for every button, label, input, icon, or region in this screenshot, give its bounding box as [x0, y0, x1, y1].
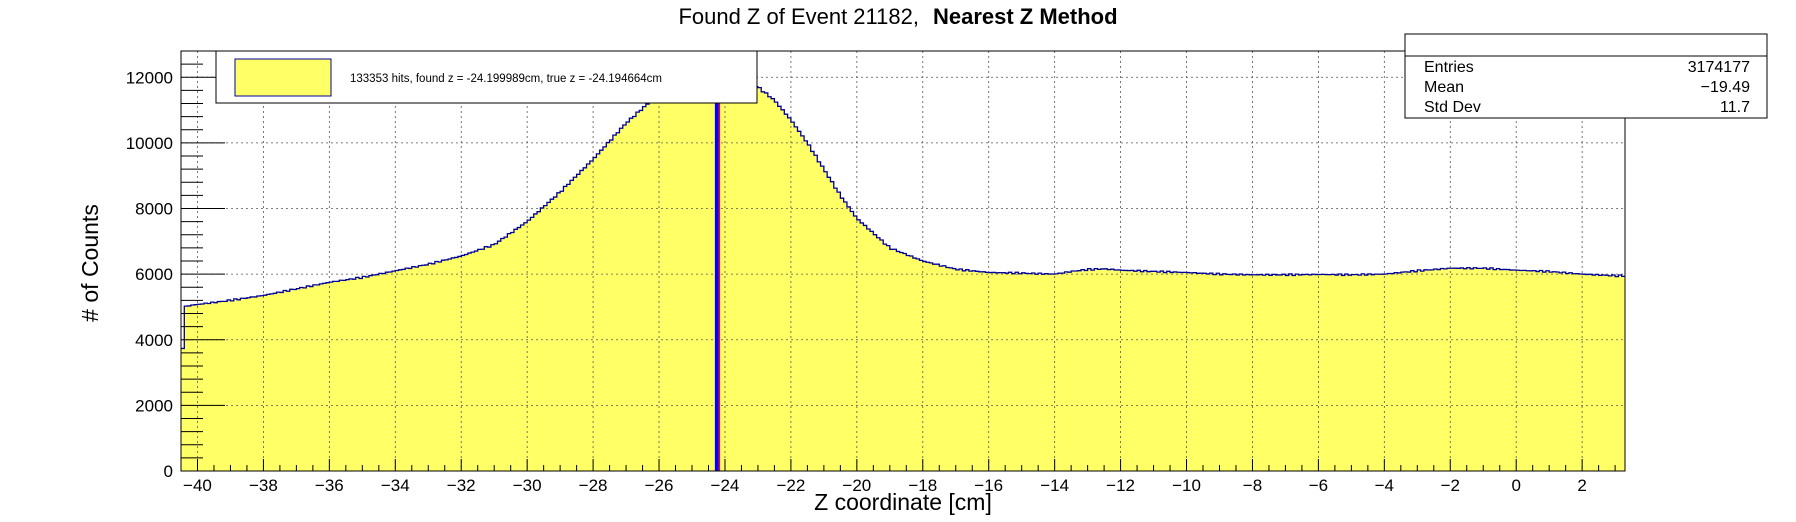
x-tick-label: −22: [776, 476, 805, 495]
stats-stddev-label: Std Dev: [1424, 99, 1481, 116]
histogram-outline: [181, 68, 1625, 350]
y-axis-title: # of Counts: [77, 204, 103, 322]
plot-area: [180, 50, 1626, 472]
y-tick-label: 10000: [126, 134, 173, 153]
x-tick-label: 2: [1577, 476, 1586, 495]
x-tick-label: −12: [1106, 476, 1135, 495]
z-lines: [714, 77, 721, 471]
y-axis: 0 2000 4000 6000 8000 10000 12000: [126, 50, 225, 481]
legend-label: 133353 hits, found z = -24.199989cm, tru…: [350, 73, 662, 85]
x-tick-label: −20: [842, 476, 871, 495]
chart-title: Found Z of Event 21182, Nearest Z Method: [678, 4, 1117, 29]
y-tick-label: 4000: [135, 331, 173, 350]
title-normal-part: Found Z of Event 21182,: [678, 4, 919, 29]
x-tick-label: −36: [315, 476, 344, 495]
x-tick-label: −30: [513, 476, 542, 495]
stats-box: Entries 3174177 Mean −19.49 Std Dev 11.7: [1404, 33, 1768, 119]
x-axis: −40 −38 −36 −34 −32 −30 −28 −26 −24 −22 −20 −18 −16−…: [180, 459, 1616, 495]
x-tick-label: −26: [645, 476, 674, 495]
legend-box: 133353 hits, found z = -24.199989cm, tru…: [215, 50, 758, 104]
y-tick-label: 8000: [135, 200, 173, 219]
x-axis-title: Z coordinate [cm]: [814, 489, 992, 515]
stats-stddev-value: 11.7: [1720, 99, 1750, 116]
title-bold-part: Nearest Z Method: [933, 4, 1118, 29]
y-tick-label: 2000: [135, 396, 173, 415]
x-tick-label: −38: [249, 476, 278, 495]
x-tick-label: −40: [183, 476, 212, 495]
stats-mean-value: −19.49: [1701, 79, 1750, 96]
histogram-fill: [181, 68, 1625, 471]
x-tick-label: −18: [908, 476, 937, 495]
stats-entries-label: Entries: [1424, 59, 1474, 76]
y-tick-label: 0: [164, 462, 173, 481]
stats-entries-value: 3174177: [1688, 59, 1750, 76]
x-tick-label: −8: [1243, 476, 1262, 495]
stats-mean-label: Mean: [1424, 79, 1464, 96]
x-tick-label: −28: [579, 476, 608, 495]
x-tick-label: −32: [447, 476, 476, 495]
x-tick-label: −16: [974, 476, 1003, 495]
x-tick-label: 0: [1511, 476, 1520, 495]
x-tick-label: −24: [711, 476, 740, 495]
x-tick-label: −14: [1040, 476, 1069, 495]
x-tick-label: −6: [1309, 476, 1328, 495]
x-tick-label: −10: [1172, 476, 1201, 495]
x-tick-label: −2: [1441, 476, 1460, 495]
x-tick-label: −34: [381, 476, 410, 495]
x-tick-label: −4: [1375, 476, 1394, 495]
legend-swatch: [234, 58, 332, 97]
y-tick-label: 6000: [135, 265, 173, 284]
y-tick-label: 12000: [126, 68, 173, 87]
